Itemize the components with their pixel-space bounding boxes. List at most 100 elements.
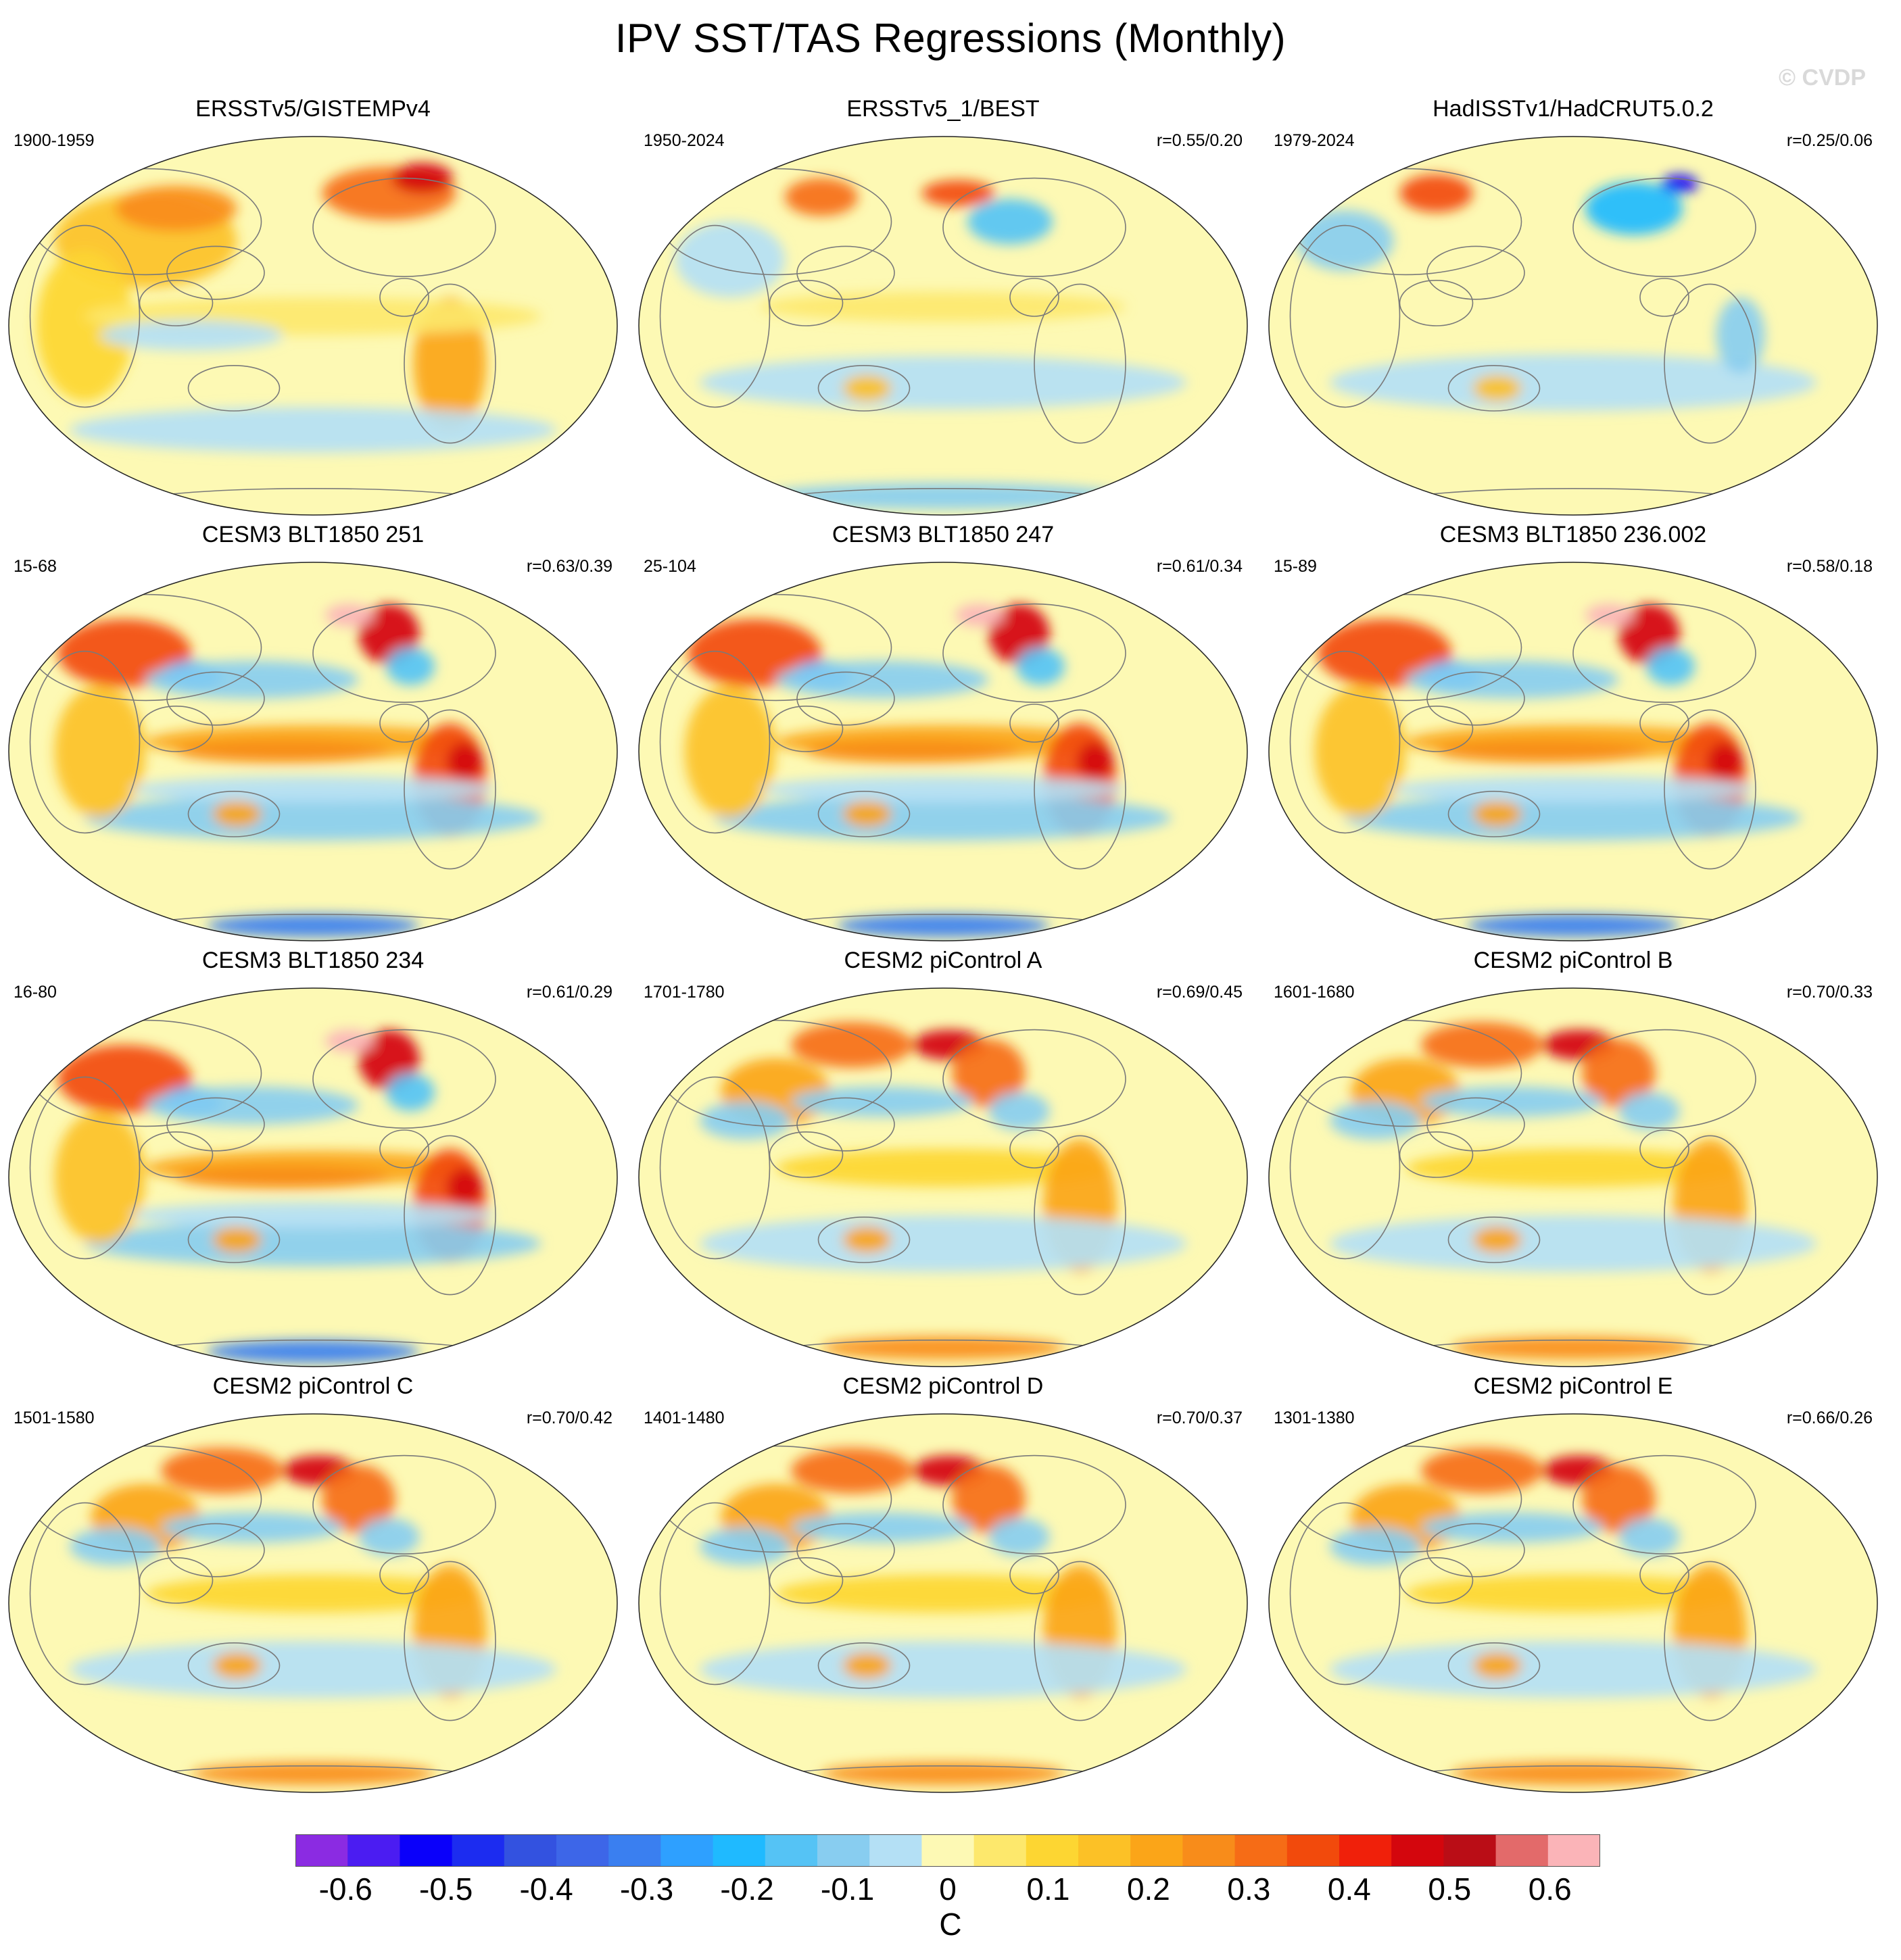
panel-period: 1979-2024 bbox=[1274, 131, 1355, 150]
anomaly-region bbox=[1421, 1022, 1543, 1068]
anomaly-region bbox=[1661, 174, 1698, 193]
coastline bbox=[379, 1129, 429, 1169]
regression-map bbox=[638, 987, 1248, 1367]
regression-map bbox=[8, 1413, 618, 1793]
coastline bbox=[942, 1454, 1126, 1554]
coastline bbox=[1572, 177, 1756, 277]
anomaly-region bbox=[1330, 1102, 1421, 1140]
map-panel: CESM3 BLT1850 234 16-80 r=0.61/0.29 bbox=[0, 948, 626, 1380]
colorbar-swatch bbox=[1130, 1834, 1183, 1867]
anomaly-region bbox=[988, 1092, 1050, 1130]
panel-correlation: r=0.63/0.39 bbox=[526, 557, 612, 576]
coastline bbox=[1399, 1557, 1474, 1604]
coastline bbox=[1289, 1502, 1401, 1686]
regression-map bbox=[1268, 562, 1878, 941]
anomaly-region bbox=[115, 185, 237, 231]
panel-correlation: r=0.70/0.33 bbox=[1786, 983, 1873, 1002]
anomaly-region bbox=[775, 660, 989, 699]
map-panel: CESM2 piControl E 1301-1380 r=0.66/0.26 bbox=[1260, 1373, 1886, 1806]
anomaly-region bbox=[1582, 1465, 1656, 1534]
map-panel: CESM2 piControl A 1701-1780 r=0.69/0.45 bbox=[630, 948, 1256, 1380]
anomaly-region bbox=[921, 180, 995, 207]
coastline bbox=[769, 705, 844, 752]
coastline bbox=[1426, 671, 1525, 726]
coastline bbox=[379, 704, 429, 743]
anomaly-region bbox=[70, 1641, 556, 1698]
coastline bbox=[1572, 603, 1756, 703]
anomaly-region bbox=[821, 1336, 1065, 1359]
coastline bbox=[29, 1502, 141, 1686]
anomaly-region bbox=[791, 1022, 913, 1068]
coastline bbox=[1639, 704, 1689, 743]
coastline bbox=[659, 1076, 771, 1260]
anomaly-region bbox=[1318, 619, 1451, 687]
panel-period: 25-104 bbox=[644, 557, 696, 576]
anomaly-region bbox=[675, 222, 785, 297]
map-border bbox=[1268, 136, 1878, 516]
coastline bbox=[796, 1097, 895, 1152]
map-panel: CESM2 piControl C 1501-1580 r=0.70/0.42 bbox=[0, 1373, 626, 1806]
anomaly-region bbox=[100, 320, 283, 351]
anomaly-region bbox=[36, 250, 134, 401]
cvdp-watermark: © CVDP bbox=[1779, 65, 1866, 91]
anomaly-region bbox=[1330, 1527, 1421, 1565]
map-border bbox=[1268, 562, 1878, 941]
anomaly-region bbox=[1646, 647, 1695, 685]
colorbar-swatch bbox=[608, 1834, 661, 1867]
coastline bbox=[312, 177, 496, 277]
coastline bbox=[1426, 245, 1525, 300]
panel-title: CESM2 piControl A bbox=[844, 948, 1042, 973]
anomaly-region bbox=[785, 178, 858, 216]
panel-period: 15-68 bbox=[14, 557, 57, 576]
coastline bbox=[29, 650, 141, 834]
coastline bbox=[1447, 790, 1541, 837]
colorbar-tick-label: 0.6 bbox=[1528, 1871, 1572, 1907]
panel-correlation: r=0.61/0.29 bbox=[526, 983, 612, 1002]
anomaly-region bbox=[761, 483, 1126, 510]
map-panel: CESM3 BLT1850 251 15-68 r=0.63/0.39 bbox=[0, 522, 626, 954]
colorbar-swatch bbox=[713, 1834, 766, 1867]
panel-correlation: r=0.25/0.06 bbox=[1786, 131, 1873, 150]
colorbar-swatch bbox=[452, 1834, 505, 1867]
colorbar-swatch bbox=[869, 1834, 922, 1867]
anomaly-region bbox=[791, 1512, 973, 1543]
coastline bbox=[817, 790, 911, 837]
colorbar-tick-label: 0.5 bbox=[1428, 1871, 1472, 1907]
anomaly-region bbox=[1296, 210, 1394, 271]
coastline bbox=[1009, 1555, 1059, 1594]
regression-map bbox=[1268, 987, 1878, 1367]
coastline bbox=[817, 1216, 911, 1263]
panel-period: 1501-1580 bbox=[14, 1408, 95, 1427]
anomaly-region bbox=[775, 1149, 1111, 1187]
anomaly-region bbox=[700, 356, 1186, 410]
coastline bbox=[29, 224, 141, 408]
anomaly-region bbox=[821, 1762, 1065, 1785]
colorbar-swatch bbox=[1026, 1834, 1079, 1867]
anomaly-region bbox=[700, 1102, 791, 1140]
anomaly-region bbox=[70, 407, 556, 453]
coastline bbox=[659, 650, 771, 834]
coastline bbox=[942, 177, 1126, 277]
coastline bbox=[796, 245, 895, 300]
anomaly-region bbox=[684, 685, 776, 818]
anomaly-region bbox=[145, 660, 359, 699]
colorbar-swatch bbox=[1234, 1834, 1288, 1867]
coastline bbox=[659, 224, 771, 408]
anomaly-region bbox=[1585, 182, 1683, 235]
coastline bbox=[404, 709, 496, 870]
map-border bbox=[1268, 1413, 1878, 1793]
coastline bbox=[404, 1135, 496, 1296]
anomaly-region bbox=[1405, 660, 1619, 699]
anomaly-region bbox=[1472, 374, 1522, 401]
colorbar-swatch bbox=[973, 1834, 1027, 1867]
anomaly-region bbox=[1405, 1575, 1741, 1613]
panel-correlation: r=0.69/0.45 bbox=[1156, 983, 1243, 1002]
anomaly-region bbox=[392, 163, 453, 193]
anomaly-region bbox=[1405, 1149, 1741, 1187]
coastline bbox=[1426, 1523, 1525, 1577]
colorbar-tick-label: 0 bbox=[939, 1871, 957, 1907]
ocean-field bbox=[1269, 137, 1877, 515]
anomaly-region bbox=[791, 1086, 973, 1117]
regression-map bbox=[8, 987, 618, 1367]
coastline bbox=[817, 364, 911, 412]
